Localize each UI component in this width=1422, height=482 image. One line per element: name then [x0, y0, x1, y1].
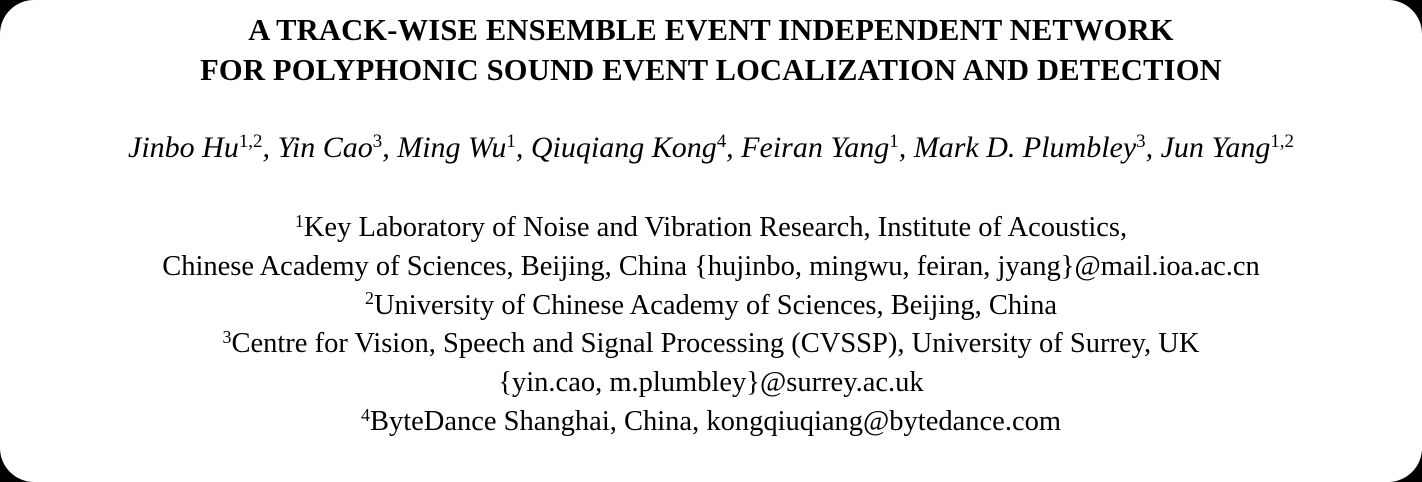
author-affiliation-marker: 1,2	[1270, 131, 1294, 153]
author-affiliation-marker: 1	[506, 131, 516, 153]
affiliation-line: 1Key Laboratory of Noise and Vibration R…	[0, 209, 1422, 248]
affiliation-marker: 3	[222, 327, 232, 348]
author-affiliation-marker: 1,2	[238, 131, 263, 153]
author-entry: Yin Cao3,	[277, 131, 397, 164]
affiliation-marker: 4	[360, 404, 370, 425]
author-separator: ,	[382, 131, 398, 164]
affiliation-text: Key Laboratory of Noise and Vibration Re…	[303, 212, 1128, 243]
affiliation-text: {yin.cao, m.plumbley}@surrey.ac.uk	[498, 367, 924, 399]
author-affiliation-marker: 3	[1136, 131, 1146, 153]
affiliation-text: ByteDance Shanghai, China, kongqiuqiang@…	[369, 405, 1062, 437]
title-line-2: FOR POLYPHONIC SOUND EVENT LOCALIZATION …	[200, 53, 1222, 87]
author-separator: ,	[898, 131, 914, 164]
affiliation-text: University of Chinese Academy of Science…	[373, 289, 1058, 321]
author-name: Feiran Yang	[741, 131, 890, 164]
author-entry: Feiran Yang1,	[741, 131, 914, 164]
author-entry: Ming Wu1,	[397, 131, 531, 164]
author-name: Mark D. Plumbley	[913, 131, 1137, 164]
author-separator: ,	[1145, 131, 1161, 164]
affiliation-text: Centre for Vision, Speech and Signal Pro…	[231, 328, 1200, 360]
author-entry: Qiuqiang Kong4,	[531, 131, 741, 164]
author-affiliation-marker: 4	[716, 131, 727, 153]
page-title: A TRACK-WISE ENSEMBLE EVENT INDEPENDENT …	[0, 10, 1422, 90]
author-entry: Mark D. Plumbley3,	[914, 131, 1161, 164]
paper-front-matter: A TRACK-WISE ENSEMBLE EVENT INDEPENDENT …	[0, 10, 1422, 442]
affiliation-line: Chinese Academy of Sciences, Beijing, Ch…	[0, 248, 1422, 287]
author-separator: ,	[515, 131, 531, 164]
affiliation-line: 4ByteDance Shanghai, China, kongqiuqiang…	[0, 403, 1422, 442]
author-entry: Jinbo Hu1,2,	[128, 131, 277, 164]
affiliation-line: 2University of Chinese Academy of Scienc…	[0, 287, 1422, 326]
author-affiliation-marker: 1	[889, 131, 899, 153]
author-name: Jinbo Hu	[128, 131, 239, 164]
affiliation-list: 1Key Laboratory of Noise and Vibration R…	[0, 209, 1422, 442]
affiliation-marker: 2	[364, 288, 374, 309]
title-line-1: A TRACK-WISE ENSEMBLE EVENT INDEPENDENT …	[248, 13, 1174, 47]
affiliation-line: {yin.cao, m.plumbley}@surrey.ac.uk	[0, 364, 1422, 403]
affiliation-line: 3Centre for Vision, Speech and Signal Pr…	[0, 325, 1422, 364]
author-name: Yin Cao	[277, 131, 373, 164]
author-affiliation-marker: 3	[372, 131, 383, 153]
affiliation-marker: 1	[294, 210, 304, 231]
author-entry: Jun Yang1,2	[1161, 131, 1294, 164]
affiliation-text: Chinese Academy of Sciences, Beijing, Ch…	[162, 250, 1260, 282]
author-name: Ming Wu	[397, 131, 507, 164]
author-name: Jun Yang	[1160, 131, 1271, 164]
author-separator: ,	[262, 131, 278, 164]
author-separator: ,	[726, 131, 742, 164]
author-name: Qiuqiang Kong	[530, 131, 717, 164]
author-list: Jinbo Hu1,2, Yin Cao3, Ming Wu1, Qiuqian…	[0, 129, 1422, 167]
